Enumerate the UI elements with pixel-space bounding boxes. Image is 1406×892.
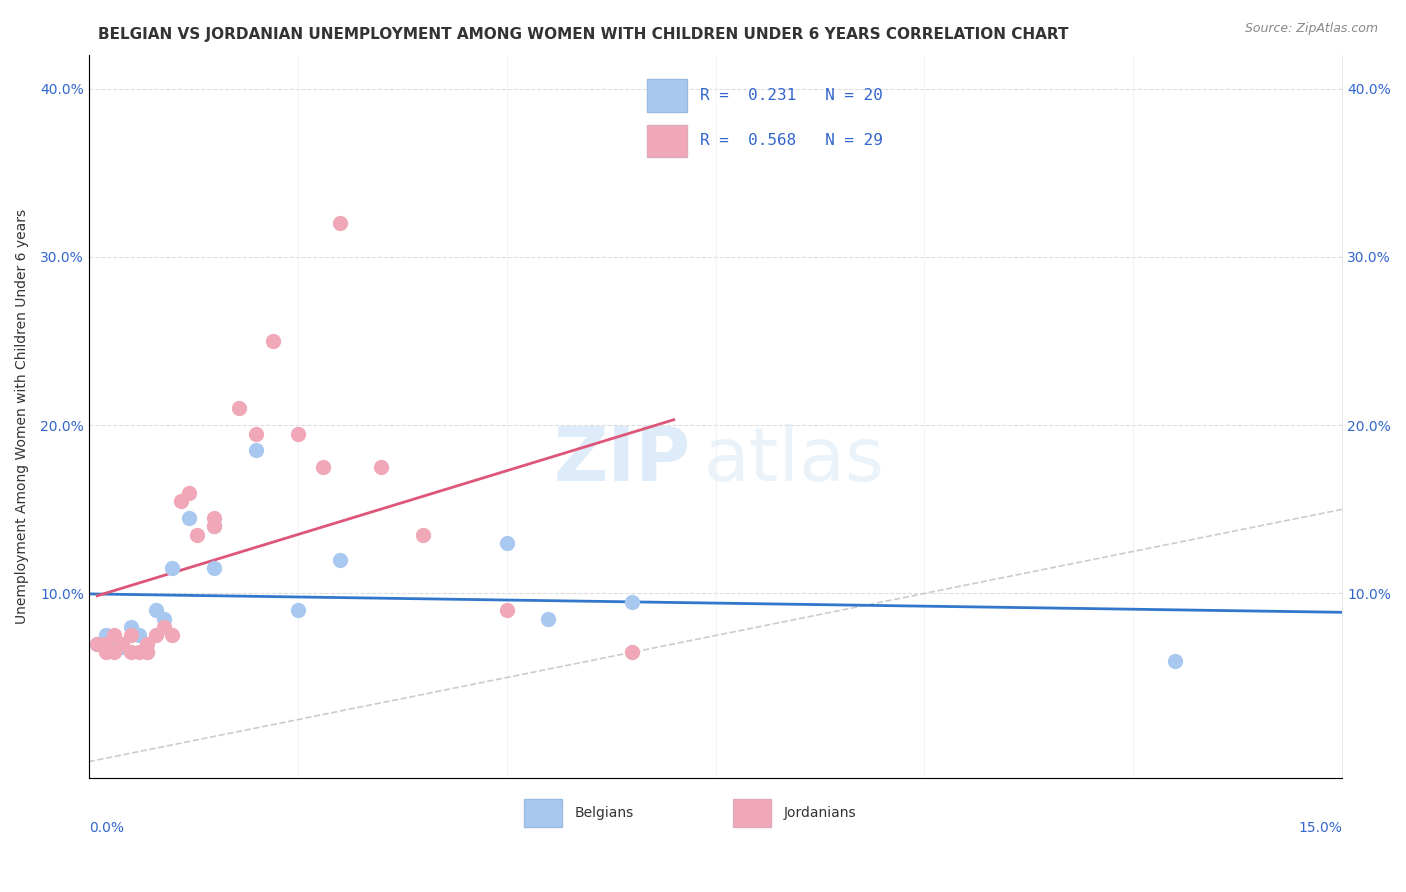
Text: 0.0%: 0.0% [89, 821, 124, 835]
Point [128, 628, 150, 642]
Point [202, 519, 225, 533]
Point [245, 443, 267, 458]
Point [328, 216, 350, 230]
Point [495, 603, 517, 617]
Text: 15.0%: 15.0% [1298, 821, 1343, 835]
Point [136, 645, 159, 659]
Point [312, 460, 335, 475]
Point [179, 485, 201, 500]
Point [94, 645, 117, 659]
Point [153, 612, 176, 626]
Point [94, 637, 117, 651]
Point [1164, 654, 1187, 668]
Point [262, 334, 284, 348]
Point [287, 426, 309, 441]
Point [136, 645, 159, 659]
Point [202, 519, 225, 533]
Point [620, 595, 643, 609]
Point [202, 561, 225, 575]
Point [153, 620, 176, 634]
Point [120, 628, 142, 642]
Point [179, 510, 201, 524]
Point [136, 637, 159, 651]
Point [145, 628, 167, 642]
Point [202, 510, 225, 524]
Point [287, 603, 309, 617]
Text: BELGIAN VS JORDANIAN UNEMPLOYMENT AMONG WOMEN WITH CHILDREN UNDER 6 YEARS CORREL: BELGIAN VS JORDANIAN UNEMPLOYMENT AMONG … [98, 27, 1069, 42]
Text: atlas: atlas [703, 424, 884, 497]
Point [86, 637, 108, 651]
Point [111, 640, 134, 655]
Point [162, 561, 184, 575]
Point [111, 637, 134, 651]
Point [170, 494, 193, 508]
Point [412, 527, 434, 541]
Point [537, 612, 560, 626]
Point [103, 633, 125, 648]
Point [103, 628, 125, 642]
Point [495, 536, 517, 550]
Point [120, 620, 142, 634]
Point [94, 628, 117, 642]
Point [128, 645, 150, 659]
Point [186, 527, 208, 541]
Y-axis label: Unemployment Among Women with Children Under 6 years: Unemployment Among Women with Children U… [15, 210, 30, 624]
Text: ZIP: ZIP [553, 424, 690, 497]
Text: Source: ZipAtlas.com: Source: ZipAtlas.com [1244, 22, 1378, 36]
Point [162, 628, 184, 642]
Point [370, 460, 392, 475]
Point [620, 645, 643, 659]
Point [228, 401, 250, 416]
Point [328, 553, 350, 567]
Point [120, 645, 142, 659]
Point [103, 645, 125, 659]
Point [86, 637, 108, 651]
Point [245, 426, 267, 441]
Point [145, 603, 167, 617]
